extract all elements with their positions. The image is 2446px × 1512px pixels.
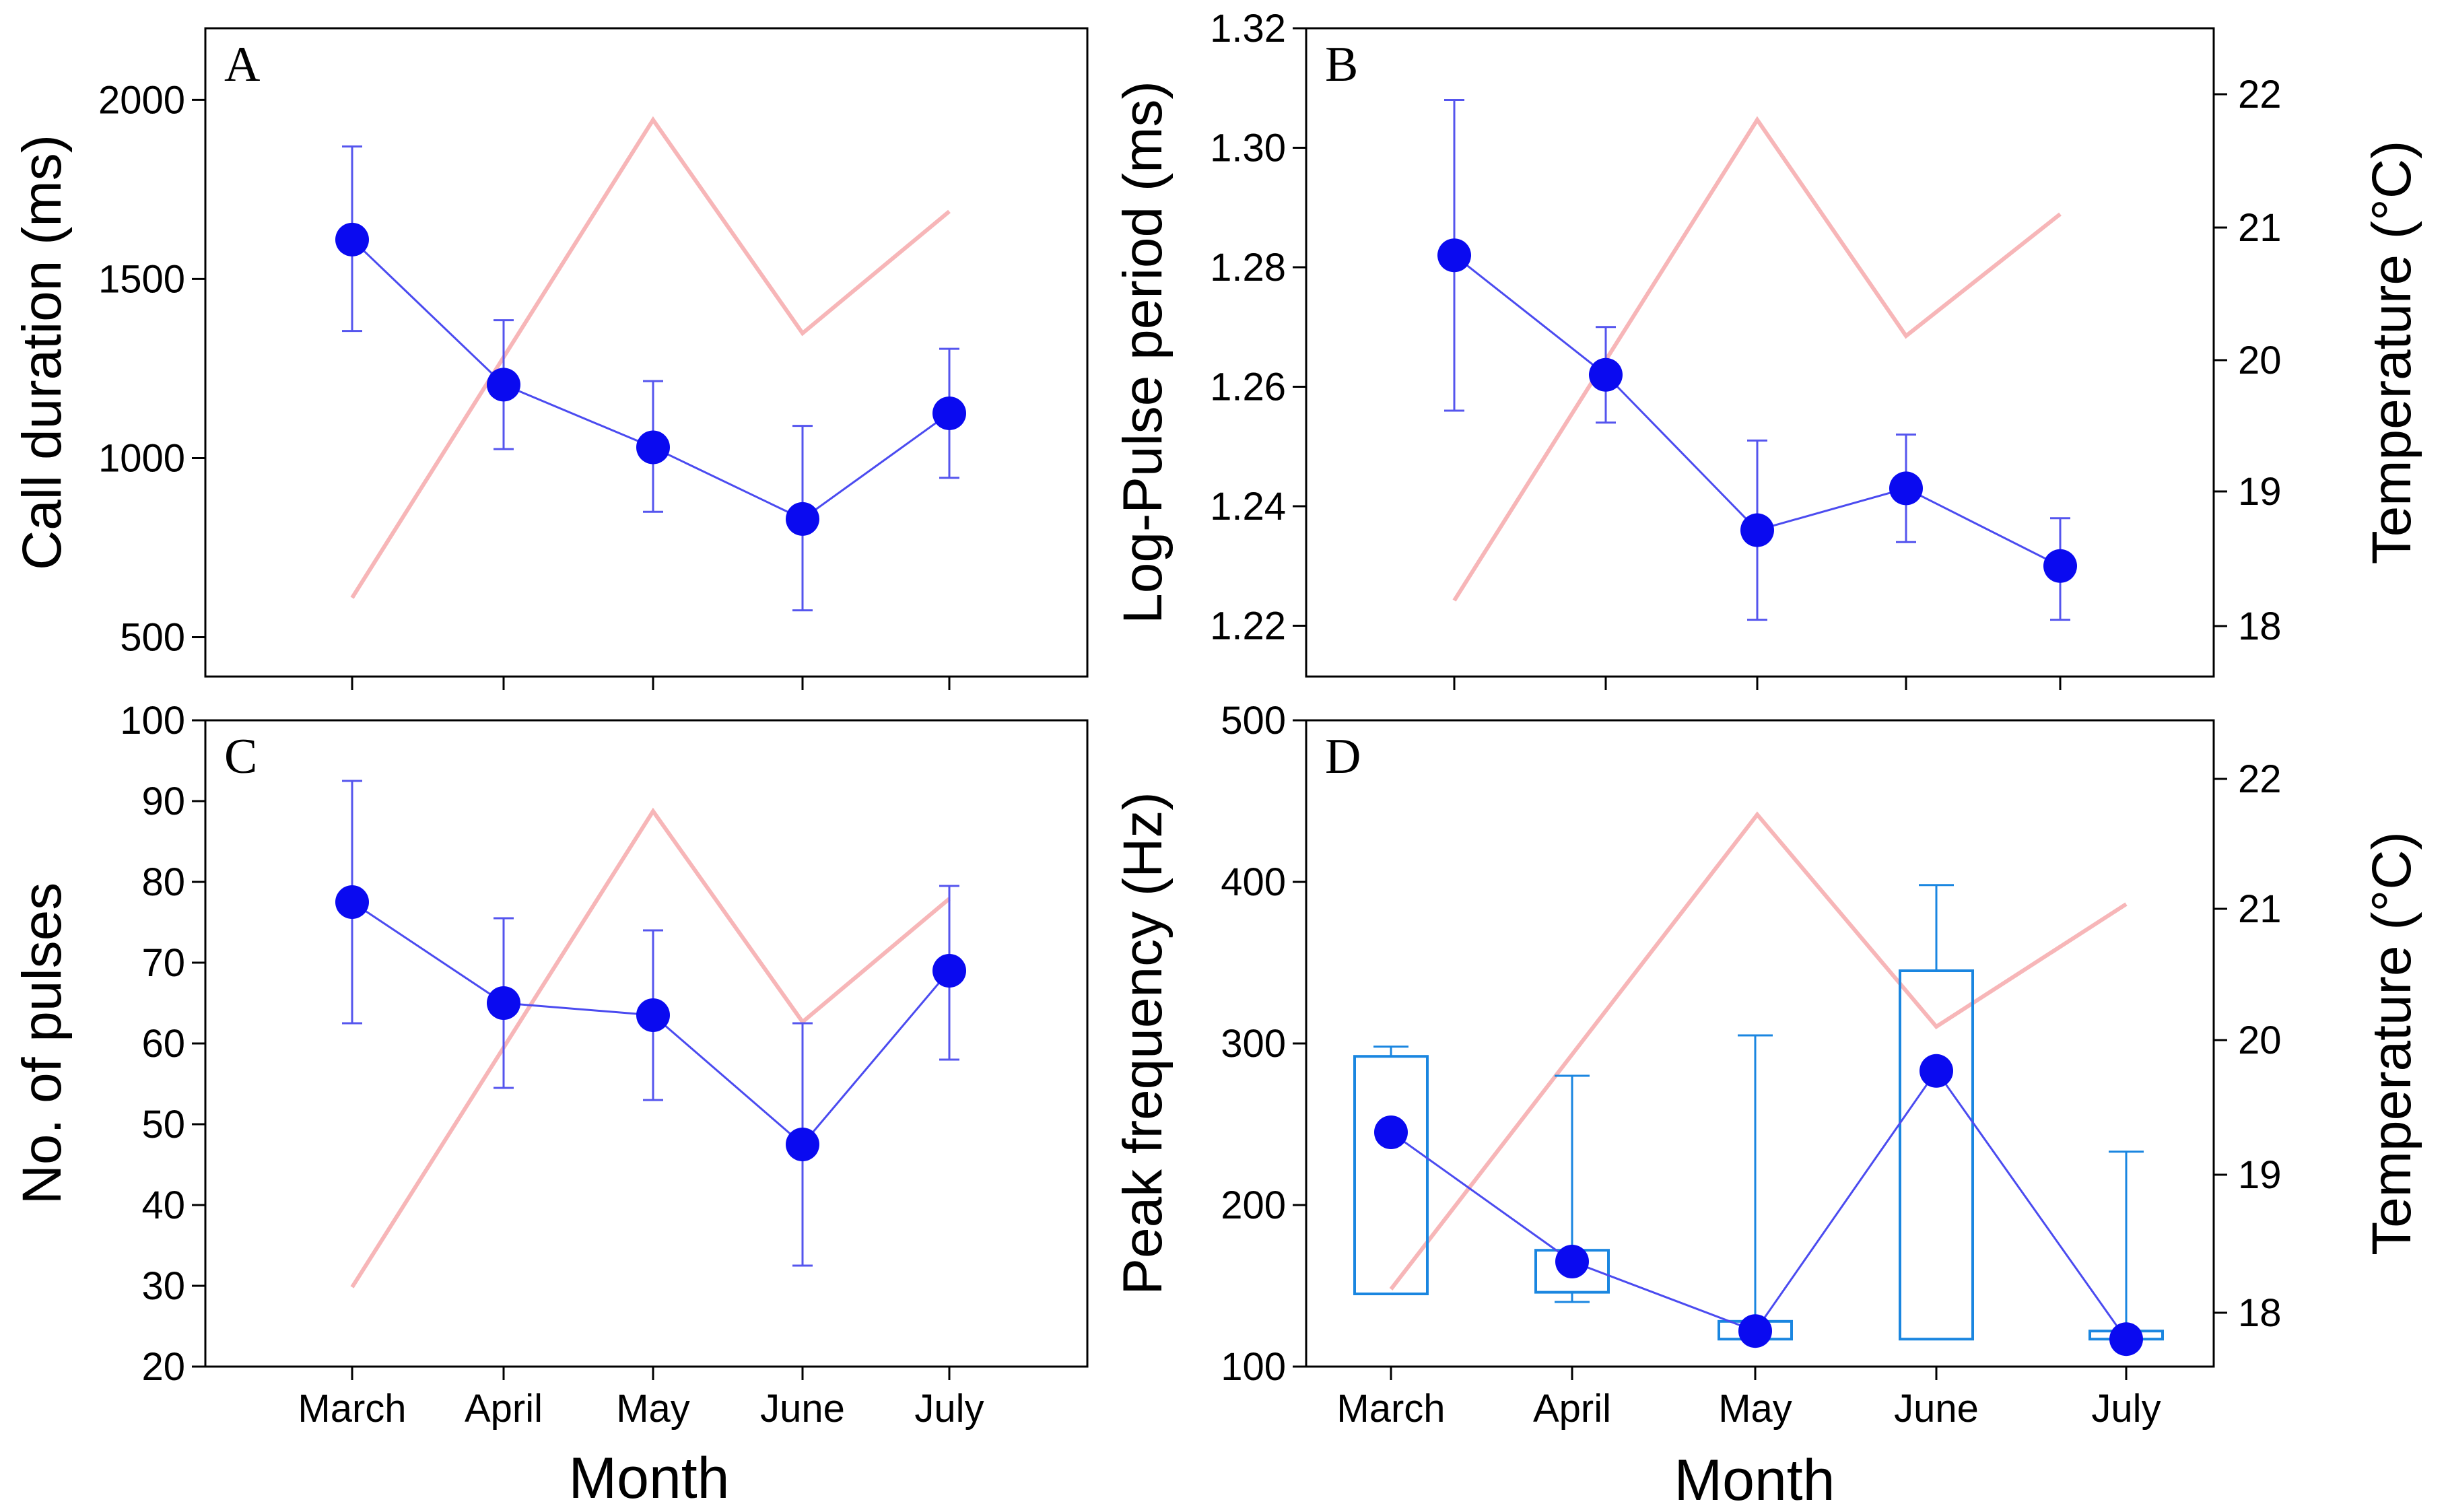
y-tick-label: 90: [141, 780, 185, 823]
y-tick-label: 1000: [98, 436, 185, 480]
y-axis-title: Peak frequency (Hz): [1112, 792, 1174, 1295]
x-tick-label: April: [465, 1387, 543, 1431]
y2-tick-label: 21: [2238, 206, 2282, 250]
data-point: [1437, 238, 1471, 273]
data-point: [1589, 357, 1623, 392]
data-point: [932, 396, 966, 430]
panel-label: A: [224, 37, 260, 92]
panel-a: A 500 1000 1500 2000 Call duration (ms): [11, 27, 1089, 690]
data-point: [335, 885, 369, 919]
panel-label: B: [1325, 37, 1358, 92]
data-point: [335, 222, 369, 256]
data-point: [1889, 471, 1923, 506]
x-tick-label: April: [1533, 1387, 1611, 1431]
y2-tick-label: 19: [2238, 1153, 2282, 1197]
data-point: [636, 998, 670, 1032]
x-tick-label: July: [914, 1387, 984, 1431]
x-axis-title-left: Month: [568, 1446, 729, 1511]
y-tick-label: 60: [141, 1022, 185, 1066]
y-axis-title: Log-Pulse period (ms): [1112, 81, 1174, 624]
y-axis-title: No. of pulses: [11, 883, 73, 1205]
y2-tick-label: 18: [2238, 1291, 2282, 1335]
temperature-line: [350, 116, 951, 599]
y2-tick-label: 20: [2238, 1019, 2282, 1062]
y-tick-label: 20: [141, 1345, 185, 1389]
y-tick-label: 50: [141, 1103, 185, 1146]
y2-tick-label: 20: [2238, 339, 2282, 382]
y-tick-label: 200: [1221, 1183, 1286, 1227]
y2-tick-label: 18: [2238, 605, 2282, 648]
x-tick-label: July: [2091, 1387, 2161, 1431]
data-point: [636, 430, 670, 465]
panel-c: C 20 30 40 50 60 70 80 90 100 March April May June Jul…: [11, 699, 1089, 1431]
x-tick-label: March: [298, 1387, 406, 1431]
y-tick-label: 1500: [98, 257, 185, 301]
y-tick-label: 80: [141, 860, 185, 904]
x-tick-label: March: [1336, 1387, 1445, 1431]
y-tick-label: 100: [1221, 1345, 1286, 1389]
data-point: [786, 502, 819, 536]
data-point: [932, 954, 966, 988]
data-point: [786, 1128, 819, 1161]
y-tick-label: 500: [1221, 699, 1286, 743]
y-tick-label: 100: [120, 699, 185, 743]
y-tick-label: 500: [120, 615, 185, 659]
data-point: [1920, 1054, 1953, 1088]
y-tick-label: 1.28: [1210, 246, 1286, 289]
y-tick-label: 300: [1221, 1022, 1286, 1066]
x-tick-label: May: [1718, 1387, 1792, 1431]
x-tick-label: June: [1894, 1387, 1979, 1431]
x-tick-label: June: [760, 1387, 845, 1431]
data-point: [2109, 1322, 2143, 1356]
plot-frame: [204, 27, 1089, 678]
panel-d: D 100 200 300 400 500 March April May June July Pea…: [1112, 699, 2422, 1431]
data-point: [1738, 1314, 1772, 1348]
y-tick-label: 400: [1221, 860, 1286, 904]
data-point: [1374, 1115, 1408, 1149]
plot-frame: [1305, 27, 2215, 678]
data-point: [487, 368, 520, 402]
plot-frame: [204, 719, 1089, 1368]
y-tick-label: 2000: [98, 78, 185, 122]
panel-label: D: [1325, 729, 1361, 784]
x-tick-label: May: [616, 1387, 690, 1431]
panel-b: B 1.22 1.24 1.26 1.28 1.30 1.32 Log-Pulse perio…: [1112, 7, 2422, 690]
data-point: [1555, 1245, 1589, 1278]
data-point: [487, 986, 520, 1020]
x-axis-title-right: Month: [1674, 1448, 1835, 1512]
y-tick-label: 1.24: [1210, 485, 1286, 528]
y-tick-label: 70: [141, 941, 185, 985]
temperature-line: [350, 807, 951, 1288]
y-tick-label: 1.30: [1210, 127, 1286, 170]
box: [1899, 969, 1974, 1341]
data-point: [1740, 513, 1774, 547]
temperature-line: [1389, 811, 2128, 1291]
y2-tick-label: 22: [2238, 73, 2282, 116]
y-tick-label: 30: [141, 1264, 185, 1308]
data-point: [2043, 549, 2077, 583]
panel-label: C: [224, 729, 257, 784]
series-line: [1390, 1069, 2128, 1340]
y-tick-label: 40: [141, 1183, 185, 1227]
y-axis-title: Call duration (ms): [11, 135, 73, 570]
y2-tick-label: 21: [2238, 887, 2282, 931]
y-tick-label: 1.32: [1210, 7, 1286, 50]
y2-tick-label: 19: [2238, 470, 2282, 514]
y2-axis-title: Temperature (°C): [2361, 141, 2422, 565]
y2-axis-title: Temperature (°C): [2361, 831, 2422, 1256]
y2-tick-label: 22: [2238, 757, 2282, 801]
y-tick-label: 1.22: [1210, 605, 1286, 648]
y-tick-label: 1.26: [1210, 366, 1286, 409]
series-line: [351, 238, 950, 520]
box: [1353, 1055, 1429, 1295]
